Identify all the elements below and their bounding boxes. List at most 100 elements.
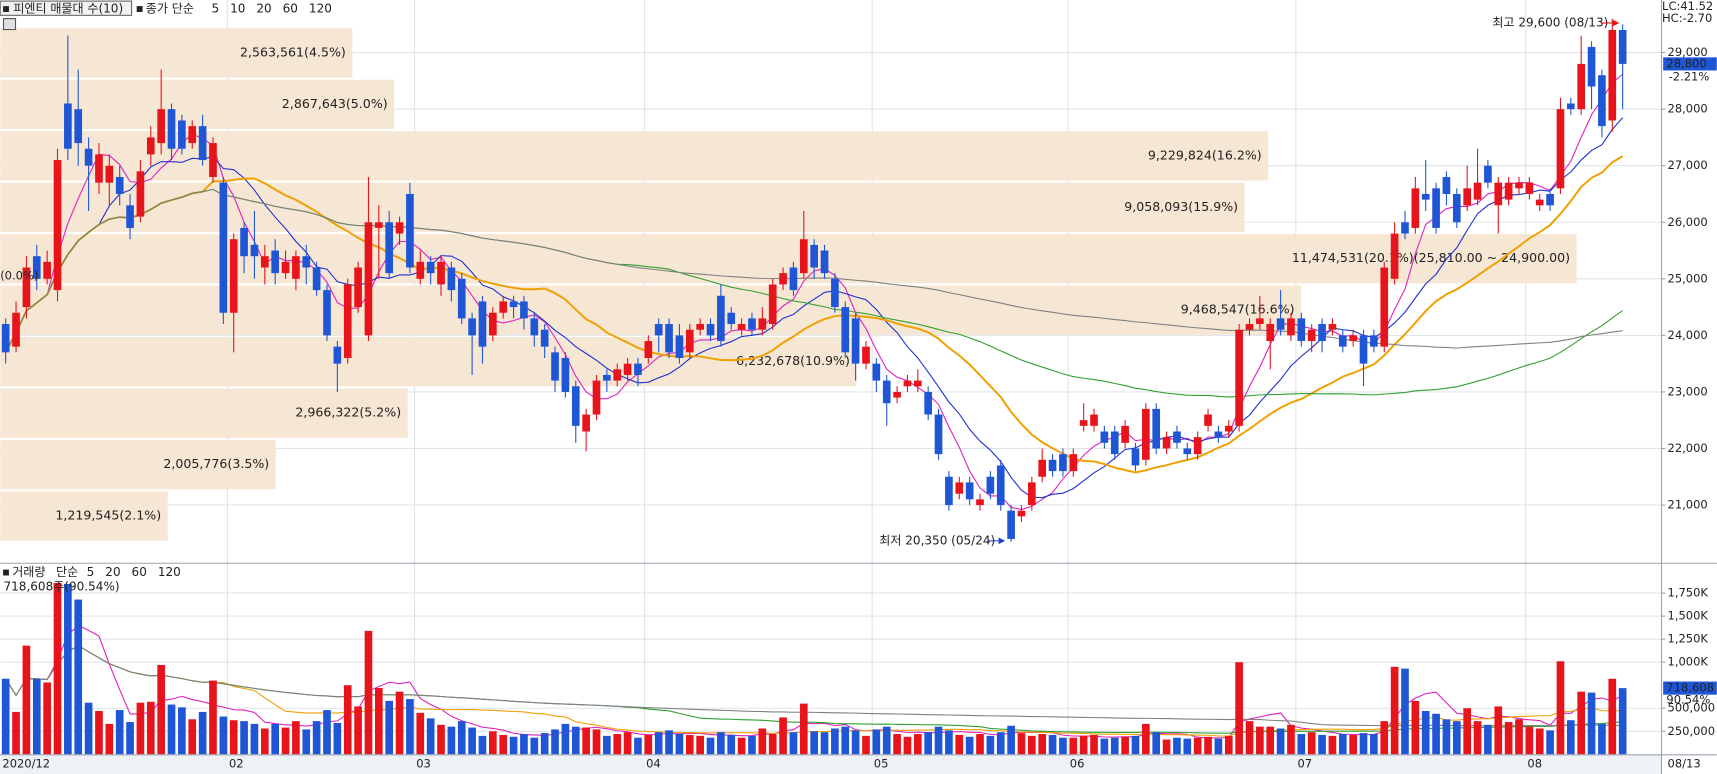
candle-body: [1017, 510, 1026, 517]
candle-body: [1121, 425, 1129, 443]
candle-body: [447, 267, 456, 291]
hc-label: HC:-2.70: [1662, 11, 1712, 25]
candle-body: [292, 256, 300, 279]
candle-body: [1100, 431, 1109, 443]
candle-body: [1048, 459, 1057, 472]
candle-body: [1152, 408, 1161, 449]
candle-body: [1370, 335, 1378, 347]
x-tick-label: 06: [1070, 757, 1085, 771]
volume-bar: [924, 732, 933, 755]
volume-bar: [1142, 723, 1150, 755]
volume-bar: [717, 732, 725, 755]
volume-bar: [820, 732, 829, 755]
candle-body: [996, 465, 1005, 506]
profile-label: 2,966,322(5.2%): [295, 405, 401, 420]
volume-bar: [1359, 733, 1368, 755]
candle-body: [820, 250, 829, 274]
candle-body: [509, 301, 518, 308]
volume-bar: [1473, 721, 1482, 755]
y-tick-label: 1,250K: [1668, 632, 1709, 646]
volume-bar: [634, 737, 642, 755]
candle-body: [551, 352, 559, 381]
candle-body: [1318, 324, 1326, 342]
candle-body: [198, 126, 207, 161]
candle-body: [799, 239, 808, 274]
candle-body: [561, 357, 570, 392]
candle-body: [1338, 335, 1347, 347]
legend-entry: 60: [283, 1, 298, 15]
volume-bar: [1328, 735, 1337, 755]
volume-bar: [426, 718, 435, 755]
legend-entry: 120: [158, 565, 181, 579]
candle-body: [1007, 510, 1015, 539]
volume-bar: [260, 728, 269, 755]
volume-bar: [32, 678, 41, 755]
volume-bar: [520, 734, 528, 755]
volume-bar: [540, 733, 549, 755]
candle-body: [520, 301, 528, 319]
volume-bar: [1193, 737, 1202, 755]
volume-bar: [115, 710, 124, 755]
volume-bar: [737, 737, 746, 755]
candle-body: [457, 278, 466, 319]
volume-bar: [1618, 688, 1627, 755]
volume-bar: [509, 736, 518, 755]
candle-body: [768, 284, 777, 325]
candle-body: [903, 380, 912, 387]
candle-body: [1287, 318, 1295, 336]
volume-bar: [1007, 725, 1015, 755]
candle-body: [219, 182, 228, 313]
y-tick-label: 250,000: [1668, 724, 1715, 738]
volume-bar: [1566, 720, 1575, 755]
candle-body: [571, 386, 580, 426]
candle-body: [893, 391, 901, 398]
volume-bar: [1162, 739, 1171, 755]
candle-body: [1556, 109, 1565, 189]
volume-bar: [281, 727, 290, 755]
volume-bar: [1587, 692, 1596, 755]
volume-bar: [1494, 706, 1503, 755]
volume-bar: [12, 711, 20, 755]
profile-label: 9,468,547(16.6%): [1181, 302, 1295, 317]
volume-bar: [768, 734, 777, 755]
candle-body: [945, 476, 953, 506]
candle-body: [1452, 193, 1461, 223]
volume-bar: [1214, 738, 1223, 755]
candle-body: [872, 363, 881, 381]
y-tick-label: 28,000: [1668, 102, 1708, 116]
volume-bar: [851, 730, 860, 755]
volume-bar: [1048, 734, 1057, 755]
volume-bar: [1390, 666, 1399, 755]
volume-bar: [105, 723, 114, 755]
volume-bar: [955, 734, 964, 755]
candle-body: [1442, 177, 1451, 194]
candle-body: [1069, 454, 1078, 472]
candle-body: [416, 261, 425, 279]
y-tick-label: 1,500K: [1668, 609, 1709, 623]
candle-body: [64, 103, 72, 149]
volume-bar: [499, 734, 508, 755]
legend-entry: 20: [256, 1, 271, 15]
candle-body: [862, 346, 870, 364]
candle-body: [1390, 233, 1399, 279]
legend-entry: 60: [132, 565, 147, 579]
volume-bar: [447, 726, 456, 755]
volume-bar: [1535, 728, 1544, 755]
volume-bar: [312, 721, 321, 755]
volume-bar: [354, 706, 362, 755]
volume-bar: [1452, 721, 1461, 755]
volume-bar: [219, 716, 228, 755]
candle-body: [1401, 222, 1409, 234]
candle-body: [1535, 199, 1544, 206]
volume-bar: [1224, 735, 1233, 755]
lc-label: LC:41.52: [1662, 0, 1713, 13]
candle-body: [312, 267, 321, 291]
candle-body: [1328, 324, 1337, 330]
candle-body: [229, 239, 238, 313]
candle-body: [1504, 182, 1513, 200]
menu-icon[interactable]: [2, 18, 17, 31]
candle-body: [1608, 29, 1617, 121]
candle-body: [644, 341, 653, 358]
volume-bar: [1131, 735, 1140, 755]
